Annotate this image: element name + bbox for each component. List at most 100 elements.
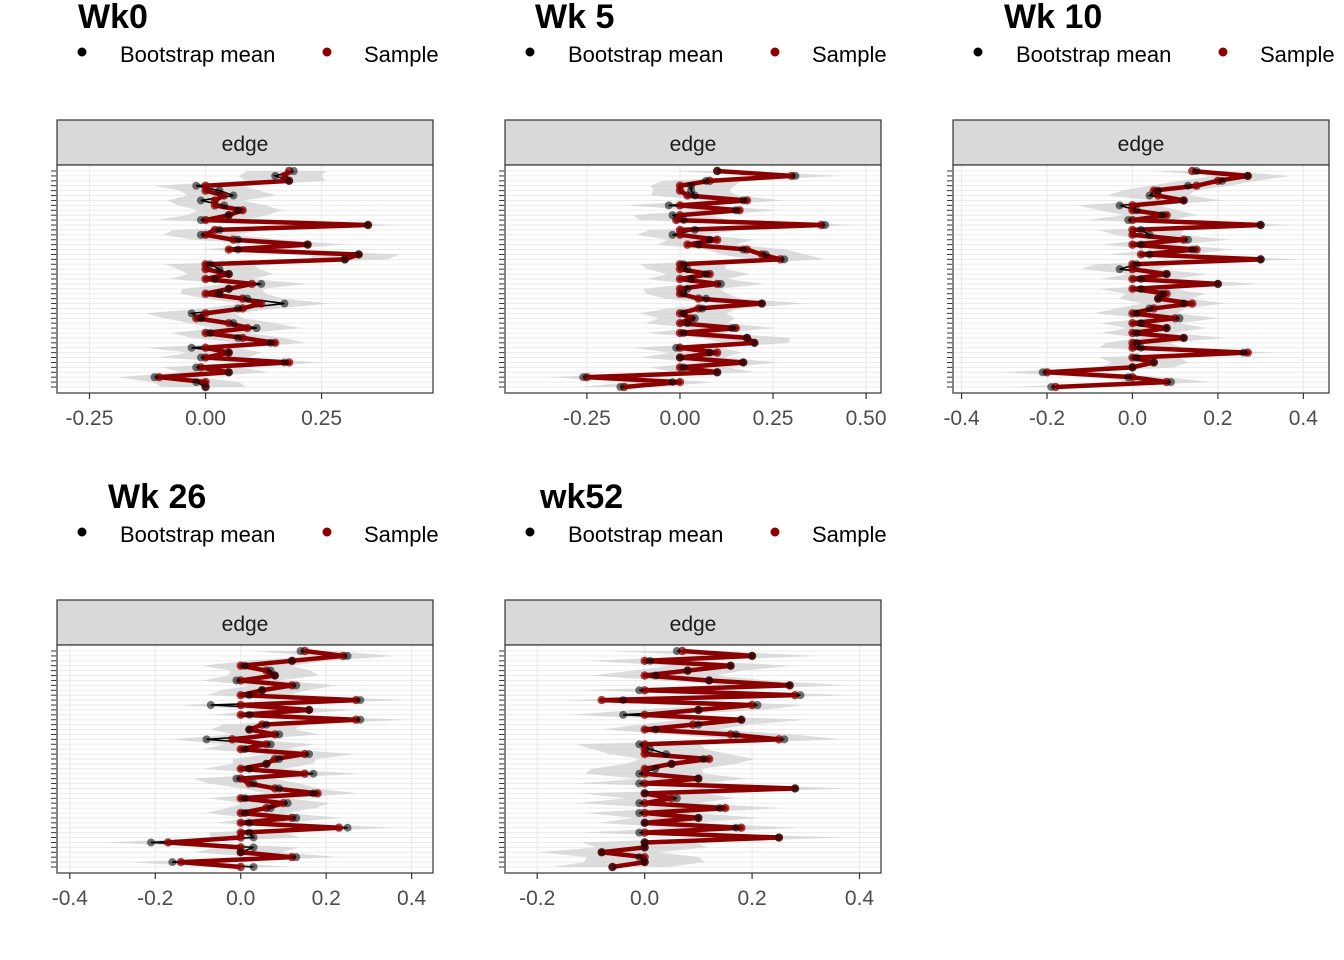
ci-band (105, 651, 407, 867)
x-tick-label: 0.00 (185, 407, 226, 430)
bootstrap-point (646, 656, 655, 665)
bootstrap-point (1137, 319, 1145, 328)
facet-strip-label: edge (670, 133, 717, 156)
bootstrap-point (667, 759, 676, 768)
ci-band (116, 171, 403, 387)
bootstrap-point (1132, 206, 1141, 215)
bootstrap-point (1256, 255, 1265, 264)
bootstrap-point (635, 769, 644, 778)
sample-point (1128, 284, 1137, 294)
bootstrap-point (196, 216, 205, 225)
bootstrap-point (1145, 304, 1154, 313)
sample-point (201, 289, 210, 298)
facet-strip (504, 599, 882, 646)
bootstrap-point (635, 828, 644, 837)
bootstrap-point (343, 823, 352, 832)
x-tick-label: 0.2 (1203, 407, 1232, 430)
bootstrap-point (1137, 284, 1145, 293)
bootstrap-point (224, 348, 233, 357)
bootstrap-point (616, 383, 625, 391)
bootstrap-point (651, 671, 660, 680)
panel-1: Wk0 Bootstrap mean Sample edge -0.25 0.00 0.25 (51, 0, 439, 430)
bootstrap-point (651, 764, 660, 773)
bootstrap-point (679, 289, 688, 298)
bootstrap-point (672, 647, 681, 655)
bootstrap-point (245, 710, 254, 719)
sample-point (1128, 240, 1137, 249)
bootstrap-point (713, 368, 722, 377)
bootstrap-point (753, 701, 762, 709)
bootstrap-point (635, 779, 644, 788)
bootstrap-point (232, 774, 241, 783)
sample-point (675, 318, 685, 328)
bootstrap-point (1192, 167, 1201, 175)
bootstrap-point (257, 279, 266, 288)
bootstrap-point (675, 353, 684, 362)
sample-point (640, 710, 649, 720)
sample-point (236, 690, 245, 700)
bootstrap-point (635, 686, 644, 695)
bootstrap-point (619, 710, 628, 719)
bootstrap-point (1158, 211, 1167, 220)
sample-point (694, 294, 703, 303)
facet-strip (504, 119, 882, 166)
sample-point (712, 348, 722, 357)
sample-point (675, 377, 685, 387)
bootstrap-point (262, 720, 271, 729)
legend-bootstrap-key (77, 527, 87, 537)
bootstrap-point (1175, 314, 1184, 323)
bootstrap-point (309, 789, 318, 798)
bootstrap-point (196, 196, 205, 205)
bootstrap-point (1137, 275, 1145, 283)
bootstrap-point (196, 230, 205, 239)
bootstrap-point (1145, 191, 1154, 200)
bootstrap-point (791, 784, 800, 793)
bootstrap-point (229, 319, 238, 328)
sample-point (675, 274, 685, 284)
bootstrap-point (761, 250, 770, 259)
sample-point (227, 735, 237, 744)
bootstrap-point (739, 358, 748, 367)
facet-strip-label: edge (222, 133, 269, 156)
sample-point (597, 695, 606, 705)
bootstrap-point (196, 353, 205, 362)
bootstrap-point (687, 275, 696, 283)
sample-point (334, 823, 344, 832)
bootstrap-point (731, 823, 740, 832)
x-tick-label: -0.4 (52, 887, 89, 910)
bootstrap-point (206, 329, 215, 337)
legend-sample-key (770, 527, 780, 537)
bootstrap-point (252, 324, 261, 333)
sample-point (243, 323, 252, 333)
facet-strip-label: edge (222, 613, 269, 636)
bootstrap-point (640, 843, 649, 852)
bootstrap-point (683, 666, 692, 675)
bootstrap-point (715, 804, 724, 813)
bootstrap-point (241, 794, 249, 803)
x-tick-label: 0.0 (1118, 407, 1147, 430)
bootstrap-point (705, 235, 714, 244)
bootstrap-point (662, 750, 671, 759)
bootstrap-point (635, 799, 644, 808)
bootstrap-point (1154, 294, 1163, 303)
bootstrap-point (668, 230, 677, 239)
facet-strip (952, 119, 1330, 166)
bootstrap-point (683, 265, 692, 274)
panel-title: Wk 26 (108, 478, 206, 516)
bootstrap-point (640, 789, 649, 798)
bootstrap-point (305, 705, 314, 714)
bootstrap-point (664, 201, 673, 210)
bootstrap-point (702, 294, 711, 303)
bootstrap-point (619, 696, 628, 705)
legend-sample-label: Sample (812, 522, 887, 547)
bootstrap-point (757, 299, 766, 308)
bootstrap-point (280, 358, 289, 367)
bootstrap-point (1132, 309, 1141, 318)
sample-point (712, 235, 722, 244)
legend-sample-key (322, 47, 332, 57)
bootstrap-point (698, 304, 707, 313)
legend-bootstrap-label: Bootstrap mean (568, 522, 723, 547)
plot-border (56, 644, 434, 874)
bootstrap-point (713, 167, 722, 175)
